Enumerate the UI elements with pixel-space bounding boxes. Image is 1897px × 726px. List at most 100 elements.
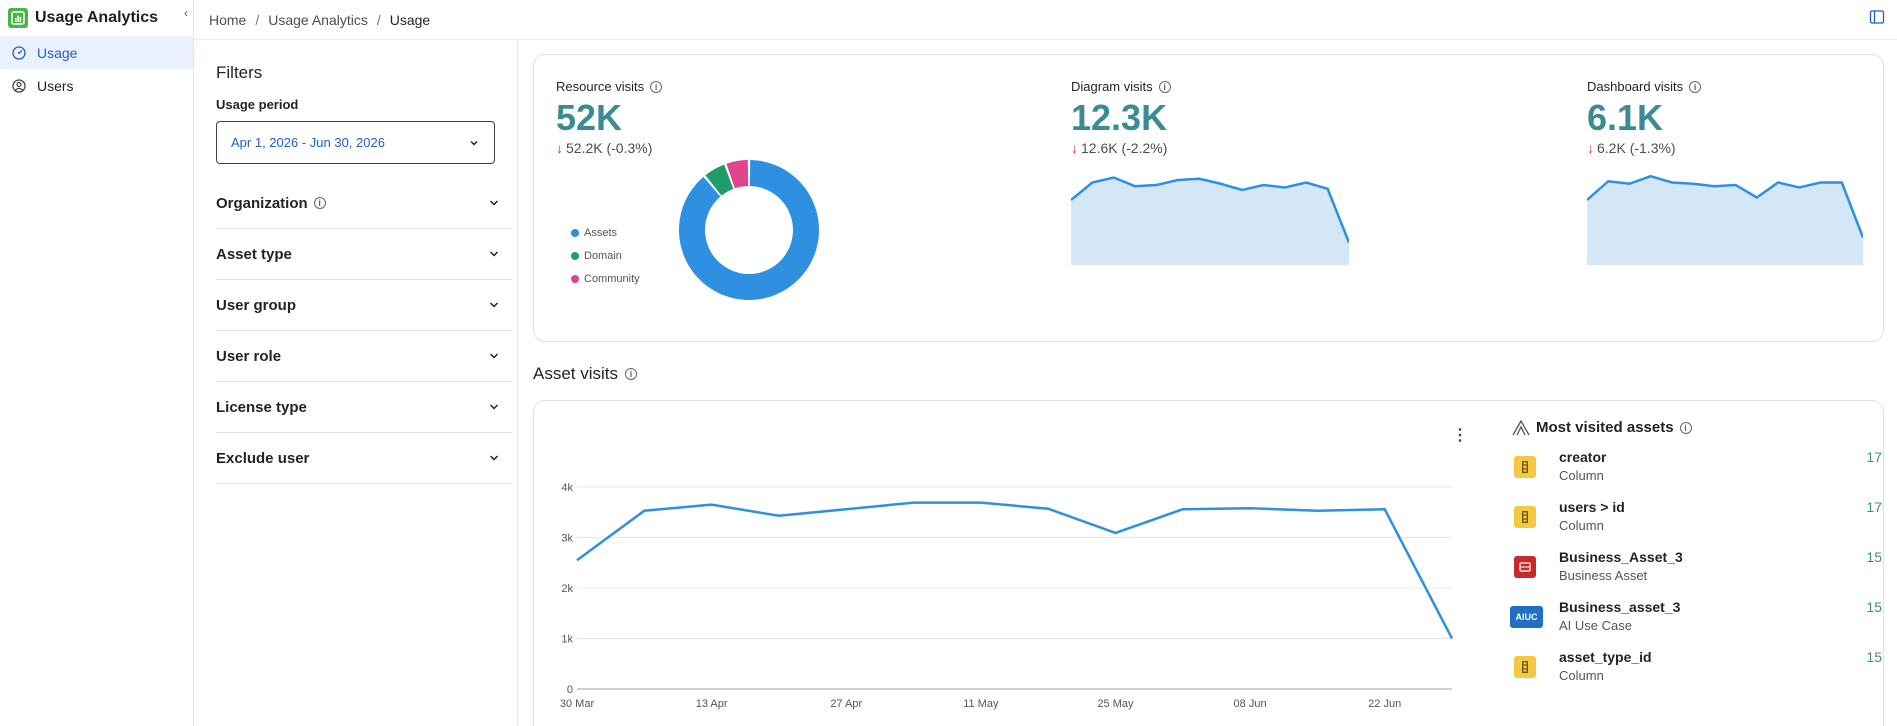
y-tick-label: 1k (561, 634, 573, 646)
asset-name: Business_Asset_3 (1559, 549, 1683, 565)
column-icon (1514, 656, 1536, 678)
legend-item[interactable]: Community (571, 273, 640, 285)
breadcrumb-current: Usage (389, 11, 431, 28)
asset-type: Column (1559, 468, 1604, 483)
filter-accordion[interactable]: Asset type (216, 229, 512, 280)
asset-visits-title-text: Asset visits (533, 364, 619, 383)
donut-slice-assets[interactable] (679, 160, 819, 300)
asset-visits-card: ⋮ 0 1k 2k 3k 4k 30 Mar 13 Apr 27 Apr 11 May 25 Ma… (533, 400, 1884, 726)
list-item[interactable]: creator Column 17 (1512, 448, 1882, 498)
legend-item[interactable]: Assets (571, 227, 640, 239)
usage-period-select[interactable]: Apr 1, 2026 - Jun 30, 2026 (216, 121, 495, 164)
info-icon[interactable]: i (313, 197, 326, 209)
filter-accordion[interactable]: User role (216, 331, 512, 382)
visit-count: 17 (1866, 499, 1882, 515)
info-icon[interactable]: i (1689, 80, 1702, 93)
sparkline-area (1587, 176, 1863, 265)
user-circle-icon (12, 78, 26, 93)
filter-accordion[interactable]: License type (216, 382, 512, 433)
resource-visits-value: 52K (556, 97, 623, 138)
diagram-visits-delta: 12.6K (-2.2%) (1081, 140, 1168, 156)
x-tick-label: 27 Apr (830, 698, 862, 710)
breadcrumb-home[interactable]: Home (209, 11, 247, 28)
filter-accordion-label: Exclude user (216, 449, 310, 467)
resource-visits-label: Resource visits (556, 79, 645, 94)
visit-count: 15 (1866, 649, 1882, 665)
brand: Usage Analytics ‹ (0, 0, 193, 36)
filter-accordion[interactable]: Organization i (216, 178, 512, 229)
breadcrumb-separator: / (376, 11, 381, 28)
filters-title: Filters (216, 63, 263, 82)
legend-item[interactable]: Domain (571, 250, 640, 262)
chevron-down-icon (489, 353, 499, 359)
asset-type: Column (1559, 668, 1604, 683)
more-options-icon[interactable]: ⋮ (1452, 427, 1468, 444)
filter-accordion[interactable]: User group (216, 280, 512, 331)
visit-count: 17 (1866, 449, 1882, 465)
info-icon[interactable]: i (1679, 421, 1692, 434)
asset-logo-icon (1512, 419, 1530, 435)
resource-visits-delta: 52.2K (-0.3%) (566, 140, 653, 156)
asset-name: Business_asset_3 (1559, 599, 1681, 615)
business-asset-icon (1514, 556, 1536, 578)
info-icon[interactable]: i (1158, 80, 1171, 93)
dashboard-visits-sparkline (1587, 174, 1863, 265)
asset-name: users > id (1559, 499, 1625, 515)
resource-visits-metric: Resource visits i 52K ↓ 52.2K (-0.3%) (556, 79, 663, 156)
diagram-visits-metric: Diagram visits i 12.3K ↓ 12.6K (-2.2%) (1071, 79, 1171, 156)
chevron-down-icon (470, 140, 478, 146)
y-tick-label: 2k (561, 583, 573, 595)
asset-type: Column (1559, 518, 1604, 533)
y-tick-label: 3k (561, 533, 573, 545)
y-tick-label: 4k (561, 482, 573, 494)
donut-slice-domain[interactable] (705, 164, 734, 196)
donut-legend: Assets Domain Community (571, 227, 640, 296)
x-tick-label: 08 Jun (1234, 698, 1267, 710)
asset-visits-series-line[interactable] (576, 501, 1454, 640)
arrow-down-icon: ↓ (556, 140, 563, 156)
donut-slice-community[interactable] (726, 160, 749, 189)
sidebar: Usage Analytics ‹ Usage Users (0, 0, 194, 726)
sidebar-item-usage[interactable]: Usage (0, 36, 193, 69)
chevron-down-icon (489, 455, 499, 461)
toggle-panel-icon[interactable] (1869, 9, 1885, 25)
list-item[interactable]: asset_type_id Column 15 (1512, 648, 1882, 698)
filters-panel: Filters Usage period Apr 1, 2026 - Jun 3… (194, 40, 518, 726)
collapse-sidebar-icon[interactable]: ‹ (184, 6, 188, 20)
asset-name: asset_type_id (1559, 649, 1652, 665)
info-icon[interactable]: i (650, 80, 663, 93)
dashboard-visits-label: Dashboard visits (1587, 79, 1684, 94)
visit-count: 15 (1866, 599, 1882, 615)
chevron-down-icon (489, 404, 499, 410)
dashboard-visits-delta: 6.2K (-1.3%) (1597, 140, 1676, 156)
chevron-down-icon (489, 251, 499, 257)
diagram-visits-value: 12.3K (1071, 97, 1168, 138)
chevron-down-icon (489, 200, 499, 206)
ai-use-case-icon: AIUC (1510, 606, 1543, 628)
filter-accordion-label: User group (216, 296, 297, 314)
list-item[interactable]: AIUC Business_asset_3 AI Use Case 15 (1510, 598, 1882, 648)
filter-accordion[interactable]: Exclude user (216, 433, 512, 484)
x-tick-label: 30 Mar (560, 698, 595, 710)
usage-period-value: Apr 1, 2026 - Jun 30, 2026 (231, 135, 385, 150)
list-item[interactable]: users > id Column 17 (1512, 498, 1882, 548)
sidebar-item-users[interactable]: Users (0, 69, 193, 102)
arrow-down-icon: ↓ (1071, 140, 1078, 156)
y-tick-label: 0 (567, 684, 573, 696)
list-item[interactable]: Business_Asset_3 Business Asset 15 (1512, 548, 1882, 598)
column-icon (1514, 506, 1536, 528)
visit-count: 15 (1866, 549, 1882, 565)
main-content: Resource visits i 52K ↓ 52.2K (-0.3%) Asse… (518, 40, 1897, 726)
app-title: Usage Analytics (35, 9, 159, 26)
x-tick-label: 13 Apr (696, 698, 728, 710)
breadcrumb-separator: / (255, 11, 260, 28)
breadcrumb-usage-analytics[interactable]: Usage Analytics (268, 11, 368, 28)
breadcrumb: Home / Usage Analytics / Usage (194, 0, 1897, 40)
info-icon[interactable]: i (625, 368, 638, 380)
asset-name: creator (1559, 449, 1607, 465)
diagram-visits-label: Diagram visits (1071, 79, 1153, 94)
asset-visits-line-chart: 0 1k 2k 3k 4k 30 Mar 13 Apr 27 Apr 11 May 25 May 0… (560, 482, 1454, 710)
x-tick-label: 22 Jun (1368, 698, 1401, 710)
sparkline-line (1071, 176, 1349, 243)
chevron-down-icon (489, 302, 499, 308)
